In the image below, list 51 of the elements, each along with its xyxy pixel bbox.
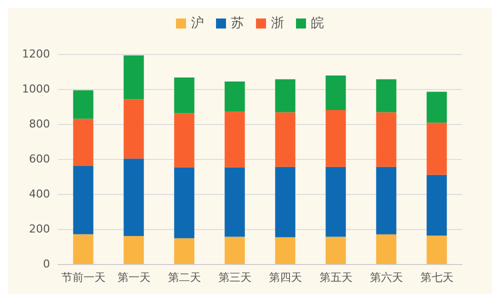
bar [124, 55, 144, 100]
legend-label: 苏 [231, 16, 244, 31]
y-tick-label: 1000 [22, 82, 50, 96]
y-tick-label: 400 [29, 188, 50, 200]
bar [275, 79, 296, 112]
bar [73, 90, 94, 119]
y-tick-label: 200 [29, 222, 50, 236]
bar [275, 166, 296, 238]
bar [73, 166, 94, 234]
y-tick-label: 600 [29, 152, 50, 166]
bar [124, 158, 144, 236]
bar [224, 236, 245, 264]
bar [275, 237, 296, 264]
y-tick-label: 1200 [22, 48, 50, 60]
bar [174, 113, 194, 168]
bar [326, 110, 346, 167]
bar [224, 112, 245, 168]
legend-label: 皖 [311, 16, 324, 31]
x-tick-label: 第六天 [370, 271, 403, 284]
x-tick-label: 第四天 [268, 271, 302, 284]
x-tick-label: 第一天 [117, 271, 150, 284]
y-tick-label: 800 [29, 118, 50, 130]
bar [326, 76, 346, 110]
x-tick-label: 第五天 [319, 271, 352, 284]
bar [124, 236, 144, 264]
bar [73, 118, 94, 166]
bar [426, 174, 447, 236]
bar [376, 112, 396, 167]
bar [275, 112, 296, 167]
bar [326, 166, 346, 237]
bar [224, 81, 245, 112]
bar [376, 234, 396, 264]
x-tick-label: 第二天 [168, 271, 201, 284]
x-tick-label: 第三天 [218, 271, 252, 284]
y-tick-label: 0 [43, 258, 50, 270]
bar [426, 236, 447, 264]
bar [376, 79, 396, 112]
bar [224, 167, 245, 237]
bar [376, 166, 396, 234]
bar [174, 238, 194, 264]
bar [326, 236, 346, 264]
bar [124, 99, 144, 159]
bar [73, 234, 94, 264]
x-tick-label: 第七天 [420, 271, 454, 284]
x-tick-label: 节前一天 [61, 271, 106, 284]
bar [174, 77, 194, 114]
bar [426, 92, 447, 123]
bar [174, 167, 194, 238]
legend-label: 浙 [271, 16, 284, 31]
bar [426, 122, 447, 175]
legend-label: 沪 [191, 15, 204, 31]
